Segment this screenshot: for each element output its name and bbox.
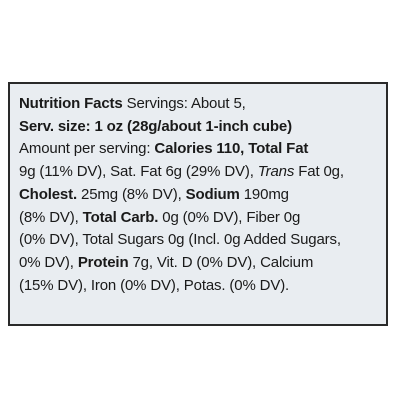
label-text-segment: Protein — [77, 253, 129, 271]
label-text-segment: Calories 110, Total Fat — [154, 140, 309, 158]
label-text-segment: Trans — [257, 163, 295, 181]
label-text-segment: Fat 0g, — [294, 163, 344, 181]
label-line: (15% DV), Iron (0% DV), Potas. (0% DV). — [19, 275, 344, 298]
label-text-segment: Servings: About 5, — [122, 95, 246, 112]
label-text-segment: (15% DV), Iron (0% DV), Potas. (0% DV). — [19, 276, 290, 294]
label-line: Amount per serving: Calories 110, Total … — [19, 138, 344, 161]
label-text-segment: Total Carb. — [82, 208, 159, 226]
label-text-segment: (8% DV), — [19, 208, 83, 226]
label-line: (8% DV), Total Carb. 0g (0% DV), Fiber 0… — [19, 207, 344, 230]
nutrition-label: Nutrition Facts Servings: About 5, Serv. … — [8, 82, 388, 326]
label-line: Nutrition Facts Servings: About 5, — [19, 93, 344, 116]
label-text-segment: 0% DV), — [19, 253, 78, 271]
label-text: Nutrition Facts Servings: About 5, Serv. … — [19, 93, 344, 297]
label-text-segment: (0% DV), Total Sugars 0g (Incl. 0g Added… — [19, 231, 341, 249]
label-line: 0% DV), Protein 7g, Vit. D (0% DV), Calc… — [19, 252, 344, 275]
label-text-segment: Amount per serving: — [19, 140, 155, 158]
label-text-segment: Nutrition Facts — [19, 95, 123, 112]
label-text-segment: 0g (0% DV), Fiber 0g — [158, 208, 301, 226]
label-line: 9g (11% DV), Sat. Fat 6g (29% DV), Trans… — [19, 161, 344, 184]
label-line: Cholest. 25mg (8% DV), Sodium 190mg — [19, 184, 344, 207]
label-text-segment: 7g, Vit. D (0% DV), Calcium — [128, 253, 314, 271]
label-text-segment: Cholest. — [19, 185, 77, 203]
label-text-segment: Sodium — [185, 185, 240, 203]
label-text-segment: 25mg (8% DV), — [76, 185, 186, 203]
label-line: Serv. size: 1 oz (28g/about 1-inch cube) — [19, 116, 344, 139]
label-line: (0% DV), Total Sugars 0g (Incl. 0g Added… — [19, 229, 344, 252]
label-text-segment: Serv. size: 1 oz (28g/about 1-inch cube) — [19, 117, 292, 135]
label-text-segment: 190mg — [239, 185, 289, 203]
label-text-segment: 9g (11% DV), Sat. Fat 6g (29% DV), — [19, 163, 258, 181]
